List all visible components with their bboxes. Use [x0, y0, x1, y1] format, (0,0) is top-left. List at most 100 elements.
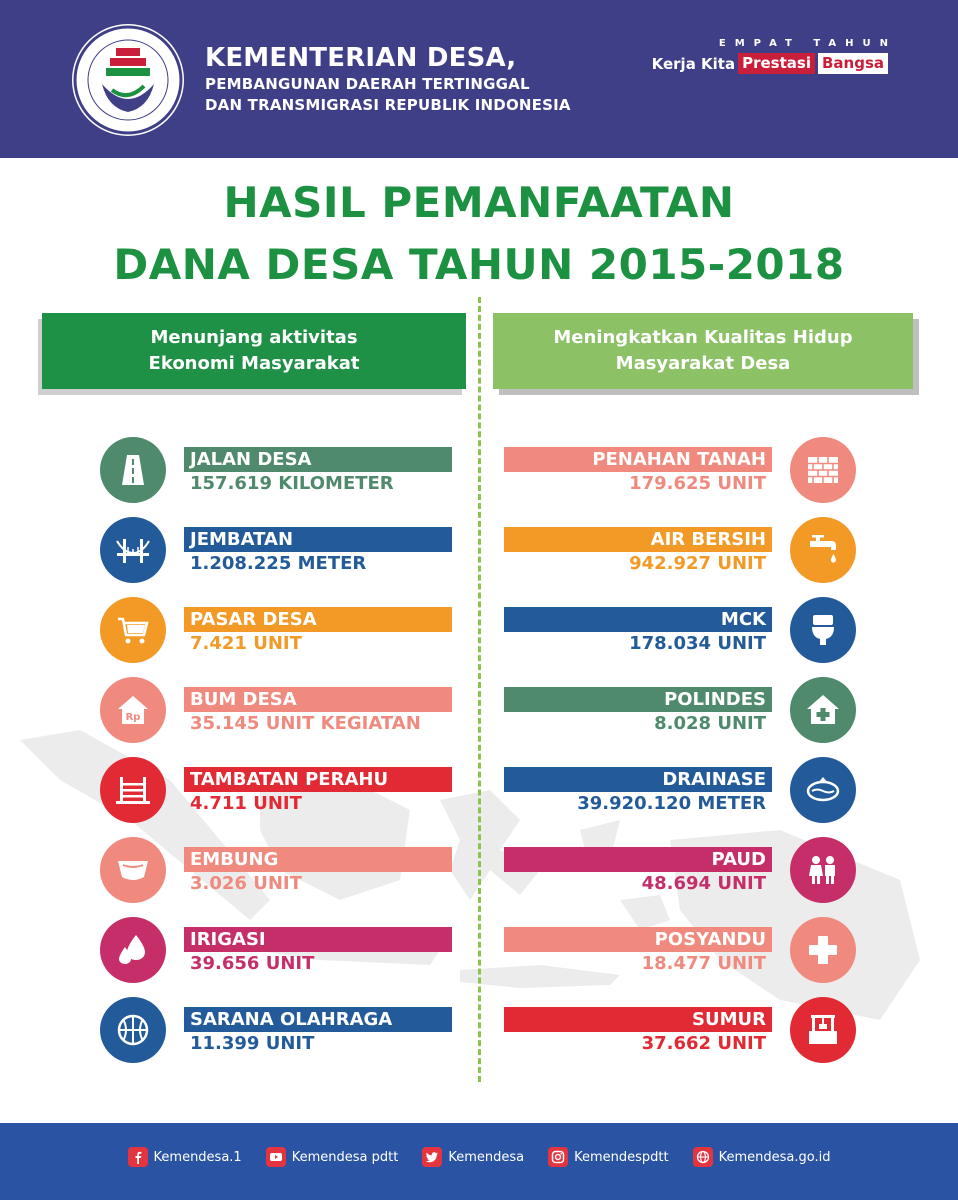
stat-label: EMBUNG — [184, 847, 452, 872]
stat-value: 4.711 UNIT — [190, 793, 302, 814]
tagline: EMPAT TAHUN Kerja Kita Prestasi Bangsa — [652, 38, 888, 74]
stat-value: 8.028 UNIT — [654, 713, 766, 734]
ministry-line-2: PEMBANGUNAN DAERAH TERTINGGAL — [205, 75, 530, 93]
youtube-handle: Kemendesa pdtt — [291, 1149, 399, 1165]
instagram-icon — [548, 1147, 569, 1167]
reservoir-icon — [100, 837, 166, 903]
stat-item-jalan-desa: JALAN DESA 157.619 KILOMETER — [100, 437, 460, 503]
stat-item-sarana-olahraga: SARANA OLAHRAGA 11.399 UNIT — [100, 997, 460, 1063]
clinic-icon — [790, 677, 856, 743]
stat-item-air-bersih: AIR BERSIH 942.927 UNIT — [496, 517, 856, 583]
tagline-c: Bangsa — [817, 53, 888, 74]
stat-label: POSYANDU — [504, 927, 772, 952]
section-left-line-1: Menunjang aktivitas — [150, 327, 358, 348]
bridge-icon — [100, 517, 166, 583]
section-header-face: Meningkatkan Kualitas Hidup Masyarakat D… — [493, 313, 913, 389]
stat-label: PENAHAN TANAH — [504, 447, 772, 472]
stat-value: 11.399 UNIT — [190, 1033, 315, 1054]
stat-label: AIR BERSIH — [504, 527, 772, 552]
youtube-icon — [265, 1147, 286, 1167]
stat-value: 39.656 UNIT — [190, 953, 315, 974]
road-icon — [100, 437, 166, 503]
stat-label: BUM DESA — [184, 687, 452, 712]
section-left-line-2: Ekonomi Masyarakat — [148, 353, 360, 374]
facebook-link[interactable]: Kemendesa.1 — [127, 1147, 242, 1167]
stat-label: TAMBATAN PERAHU — [184, 767, 452, 792]
stat-item-paud: PAUD 48.694 UNIT — [496, 837, 856, 903]
svg-text:Rp: Rp — [126, 712, 141, 723]
toilet-icon — [790, 597, 856, 663]
globe-icon — [692, 1147, 713, 1167]
stat-item-polindes: POLINDES 8.028 UNIT — [496, 677, 856, 743]
stat-label: JALAN DESA — [184, 447, 452, 472]
footer: Kemendesa.1 Kemendesa pdtt Kemendesa Kem… — [0, 1123, 958, 1200]
youtube-link[interactable]: Kemendesa pdtt — [265, 1147, 399, 1167]
stat-value: 39.920.120 METER — [577, 793, 766, 814]
stat-label: POLINDES — [504, 687, 772, 712]
tagline-main: Kerja Kita Prestasi Bangsa — [652, 53, 888, 74]
twitter-icon — [422, 1147, 443, 1167]
section-right-line-2: Masyarakat Desa — [615, 353, 791, 374]
pier-icon — [100, 757, 166, 823]
stat-item-drainase: DRAINASE 39.920.120 METER — [496, 757, 856, 823]
stat-value: 178.034 UNIT — [629, 633, 766, 654]
faucet-icon — [790, 517, 856, 583]
stat-item-posyandu: POSYANDU 18.477 UNIT — [496, 917, 856, 983]
stat-item-sumur: SUMUR 37.662 UNIT — [496, 997, 856, 1063]
drainage-icon — [790, 757, 856, 823]
stat-value: 1.208.225 METER — [190, 553, 367, 574]
facebook-icon — [127, 1147, 148, 1167]
stat-value: 18.477 UNIT — [641, 953, 766, 974]
stat-item-pasar-desa: PASAR DESA 7.421 UNIT — [100, 597, 460, 663]
title-line-1: HASIL PEMANFAATAN — [223, 178, 735, 227]
stat-item-jembatan: JEMBATAN 1.208.225 METER — [100, 517, 460, 583]
website-url: Kemendesa.go.id — [718, 1149, 831, 1165]
header-banner: KEMENTERIAN DESA, PEMBANGUNAN DAERAH TER… — [0, 0, 958, 158]
social-links: Kemendesa.1 Kemendesa pdtt Kemendesa Kem… — [0, 1147, 958, 1167]
twitter-handle: Kemendesa — [448, 1149, 525, 1165]
section-right-line-1: Meningkatkan Kualitas Hidup — [553, 327, 853, 348]
section-header-quality-of-life: Meningkatkan Kualitas Hidup Masyarakat D… — [493, 313, 919, 395]
stat-label: SARANA OLAHRAGA — [184, 1007, 452, 1032]
website-link[interactable]: Kemendesa.go.id — [692, 1147, 831, 1167]
stat-value: 179.625 UNIT — [629, 473, 766, 494]
facebook-handle: Kemendesa.1 — [153, 1149, 242, 1165]
children-icon — [790, 837, 856, 903]
ministry-logo — [72, 24, 184, 136]
stat-value: 942.927 UNIT — [629, 553, 766, 574]
stat-label: PASAR DESA — [184, 607, 452, 632]
stat-item-penahan-tanah: PENAHAN TANAH 179.625 UNIT — [496, 437, 856, 503]
ministry-name: KEMENTERIAN DESA, PEMBANGUNAN DAERAH TER… — [205, 44, 571, 116]
stat-value: 35.145 UNIT KEGIATAN — [190, 713, 421, 734]
page-title: HASIL PEMANFAATAN DANA DESA TAHUN 2015-2… — [0, 172, 958, 296]
stat-value: 7.421 UNIT — [190, 633, 302, 654]
ministry-line-1: KEMENTERIAN DESA, — [205, 43, 517, 73]
stat-label: JEMBATAN — [184, 527, 452, 552]
stat-item-bum-desa: Rp BUM DESA 35.145 UNIT KEGIATAN — [100, 677, 460, 743]
stat-item-tambatan-perahu: TAMBATAN PERAHU 4.711 UNIT — [100, 757, 460, 823]
stat-label: PAUD — [504, 847, 772, 872]
ball-icon — [100, 997, 166, 1063]
cart-icon — [100, 597, 166, 663]
stat-label: DRAINASE — [504, 767, 772, 792]
stat-value: 157.619 KILOMETER — [190, 473, 394, 494]
rp-house-icon: Rp — [100, 677, 166, 743]
stat-value: 3.026 UNIT — [190, 873, 302, 894]
stat-item-embung: EMBUNG 3.026 UNIT — [100, 837, 460, 903]
instagram-link[interactable]: Kemendespdtt — [548, 1147, 669, 1167]
stat-value: 48.694 UNIT — [641, 873, 766, 894]
well-icon — [790, 997, 856, 1063]
instagram-handle: Kemendespdtt — [574, 1149, 669, 1165]
stat-label: MCK — [504, 607, 772, 632]
ministry-line-3: DAN TRANSMIGRASI REPUBLIK INDONESIA — [205, 96, 571, 114]
stat-label: SUMUR — [504, 1007, 772, 1032]
stat-value: 37.662 UNIT — [641, 1033, 766, 1054]
stat-item-irigasi: IRIGASI 39.656 UNIT — [100, 917, 460, 983]
wall-icon — [790, 437, 856, 503]
tagline-b: Prestasi — [738, 53, 815, 74]
twitter-link[interactable]: Kemendesa — [422, 1147, 524, 1167]
tagline-top: EMPAT TAHUN — [718, 38, 897, 49]
center-divider — [478, 297, 481, 1082]
section-header-face: Menunjang aktivitas Ekonomi Masyarakat — [42, 313, 466, 389]
health-cross-icon — [790, 917, 856, 983]
